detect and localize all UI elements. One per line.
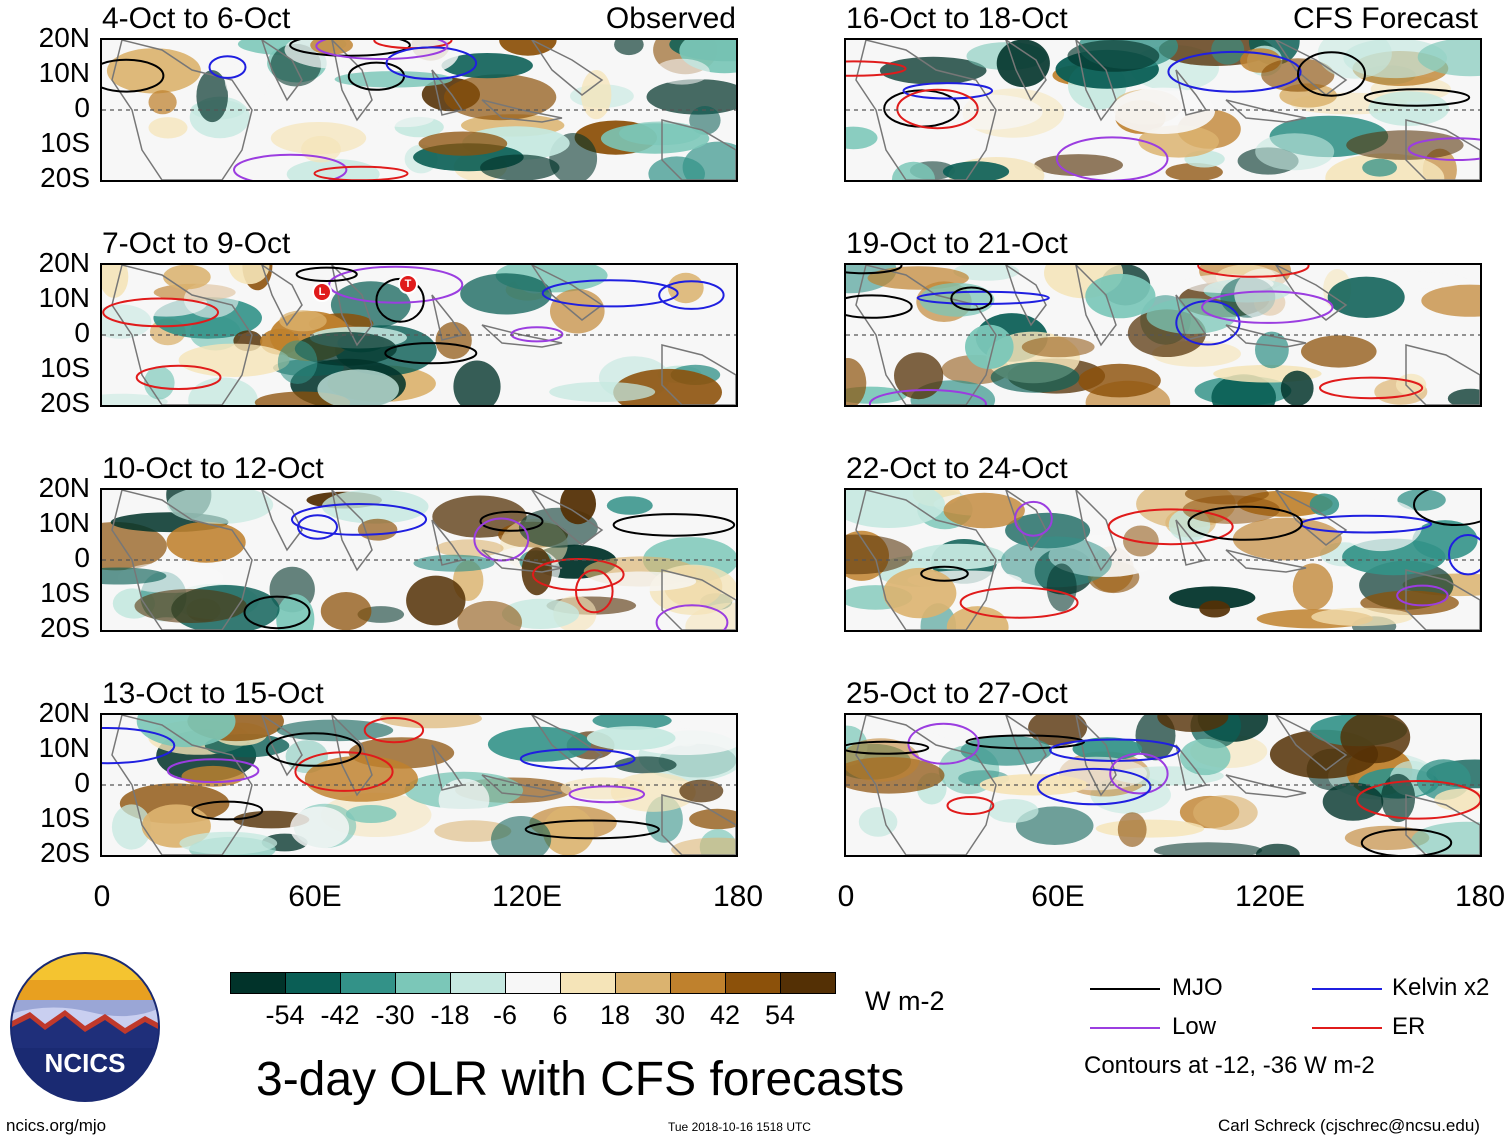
lon-tick-right-180: 180 bbox=[1454, 880, 1506, 913]
lon-tick-left-180: 180 bbox=[712, 880, 764, 913]
colorbar-swatch bbox=[395, 972, 451, 994]
lat-tick-20s: 20S bbox=[40, 387, 90, 418]
olr-field bbox=[102, 265, 736, 405]
olr-field bbox=[102, 715, 736, 855]
colorbar-label: -54 bbox=[265, 1000, 305, 1030]
lat-tick-20s: 20S bbox=[40, 162, 90, 193]
colorbar-units: W m-2 bbox=[865, 986, 945, 1016]
lat-tick-10n: 10N bbox=[38, 507, 90, 538]
panel-title-p2: 7-Oct to 9-Oct bbox=[102, 227, 291, 260]
lat-tick-10n: 10N bbox=[38, 732, 90, 763]
legend-er-line bbox=[1312, 1027, 1382, 1029]
colorbar-label: 30 bbox=[654, 1000, 686, 1030]
olr-field bbox=[846, 40, 1480, 180]
olr-field bbox=[846, 715, 1480, 855]
olr-field bbox=[846, 265, 1480, 405]
ncics-logo: NCICS bbox=[10, 952, 160, 1102]
lon-tick-left-0: 0 bbox=[93, 880, 111, 913]
map-panel-forecast-4 bbox=[844, 713, 1482, 857]
legend-mjo-label: MJO bbox=[1172, 974, 1223, 1001]
lat-tick-10s: 10S bbox=[40, 802, 90, 833]
lat-tick-20s: 20S bbox=[40, 837, 90, 868]
lon-tick-right-0: 0 bbox=[837, 880, 855, 913]
colorbar-swatch bbox=[505, 972, 561, 994]
colorbar-label: -18 bbox=[430, 1000, 470, 1030]
lat-tick-20n: 20N bbox=[38, 697, 90, 728]
colorbar-swatch bbox=[340, 972, 396, 994]
storm-marker-tropical: T bbox=[398, 274, 418, 294]
panel-title-p7: 22-Oct to 24-Oct bbox=[846, 452, 1068, 485]
colorbar-swatch bbox=[285, 972, 341, 994]
map-panel-forecast-3 bbox=[844, 488, 1482, 632]
colorbar-swatch bbox=[725, 972, 781, 994]
lon-tick-left-120e: 120E bbox=[491, 880, 563, 913]
colorbar-swatch bbox=[615, 972, 671, 994]
colorbar-swatch bbox=[670, 972, 726, 994]
lat-tick-10n: 10N bbox=[38, 57, 90, 88]
panel-title-p8: 25-Oct to 27-Oct bbox=[846, 677, 1068, 710]
lat-tick-20s: 20S bbox=[40, 612, 90, 643]
colorbar-swatch bbox=[560, 972, 616, 994]
main-title: 3-day OLR with CFS forecasts bbox=[256, 1053, 905, 1106]
map-panel-observed-1 bbox=[100, 38, 738, 182]
colorbar-label: 6 bbox=[552, 1000, 568, 1030]
panel-title-p3: 10-Oct to 12-Oct bbox=[102, 452, 324, 485]
legend-low-label: Low bbox=[1172, 1013, 1217, 1040]
olr-field bbox=[102, 40, 736, 180]
olr-field bbox=[102, 490, 736, 630]
map-panel-observed-4 bbox=[100, 713, 738, 857]
legend-mjo-line bbox=[1090, 988, 1160, 990]
map-panel-forecast-2 bbox=[844, 263, 1482, 407]
colorbar-label: 18 bbox=[599, 1000, 631, 1030]
lat-tick-10n: 10N bbox=[38, 282, 90, 313]
colorbar-label: -30 bbox=[375, 1000, 415, 1030]
olr-field bbox=[846, 490, 1480, 630]
lat-tick-10s: 10S bbox=[40, 352, 90, 383]
lon-tick-right-120e: 120E bbox=[1234, 880, 1306, 913]
legend-er-label: ER bbox=[1392, 1013, 1426, 1040]
panel-title-p4: 13-Oct to 15-Oct bbox=[102, 677, 324, 710]
lat-tick-0: 0 bbox=[74, 767, 90, 798]
legend-low-line bbox=[1090, 1027, 1160, 1029]
lon-tick-left-60e: 60E bbox=[288, 880, 342, 913]
observed-header: Observed bbox=[605, 2, 736, 35]
colorbar-label: 54 bbox=[764, 1000, 796, 1030]
lat-tick-10s: 10S bbox=[40, 127, 90, 158]
panel-title-p6: 19-Oct to 21-Oct bbox=[846, 227, 1068, 260]
legend-contour-note: Contours at -12, -36 W m-2 bbox=[1084, 1052, 1375, 1079]
panel-title-p1: 4-Oct to 6-Oct bbox=[102, 2, 291, 35]
lat-tick-0: 0 bbox=[74, 317, 90, 348]
map-panel-observed-2 bbox=[100, 263, 738, 407]
colorbar-swatch bbox=[230, 972, 286, 994]
colorbar-label: -6 bbox=[492, 1000, 517, 1030]
footer-url[interactable]: ncics.org/mjo bbox=[6, 1116, 107, 1135]
colorbar-swatch bbox=[780, 972, 836, 994]
lat-tick-0: 0 bbox=[74, 542, 90, 573]
map-panel-forecast-1 bbox=[844, 38, 1482, 182]
footer-timestamp: Tue 2018-10-16 1518 UTC bbox=[668, 1120, 811, 1134]
legend-kelvin-label: Kelvin x2 bbox=[1392, 974, 1490, 1001]
lat-tick-20n: 20N bbox=[38, 22, 90, 53]
map-panel-observed-3 bbox=[100, 488, 738, 632]
storm-marker-low: L bbox=[312, 282, 332, 302]
lat-tick-20n: 20N bbox=[38, 472, 90, 503]
cfs-forecast-header: CFS Forecast bbox=[1292, 2, 1478, 35]
lat-tick-10s: 10S bbox=[40, 577, 90, 608]
panel-title-p5: 16-Oct to 18-Oct bbox=[846, 2, 1068, 35]
colorbar-label: 42 bbox=[709, 1000, 741, 1030]
footer-credit: Carl Schreck (cjschrec@ncsu.edu) bbox=[1218, 1116, 1480, 1135]
colorbar-label: -42 bbox=[320, 1000, 360, 1030]
legend-kelvin-line bbox=[1312, 988, 1382, 990]
lon-tick-right-60e: 60E bbox=[1031, 880, 1085, 913]
colorbar-swatch bbox=[450, 972, 506, 994]
lat-tick-20n: 20N bbox=[38, 247, 90, 278]
lat-tick-0: 0 bbox=[74, 92, 90, 123]
logo-text: NCICS bbox=[45, 1048, 126, 1078]
